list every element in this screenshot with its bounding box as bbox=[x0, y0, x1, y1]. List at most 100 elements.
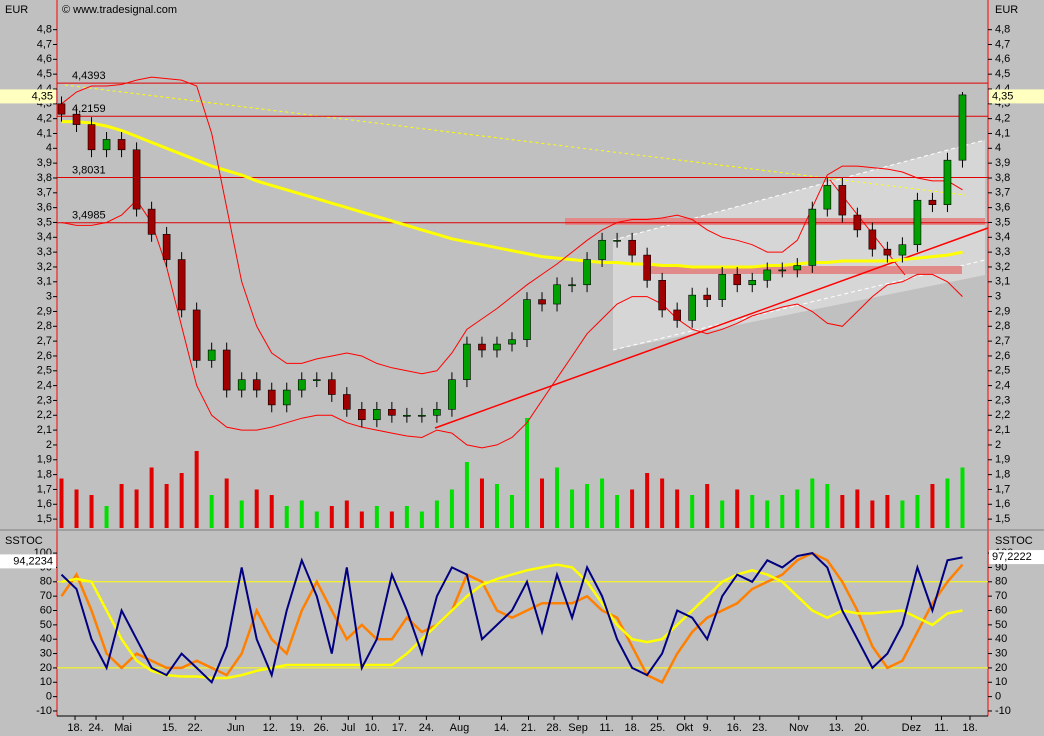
y-tick-label: 4,8 bbox=[995, 24, 1010, 36]
y-tick-label: 2,7 bbox=[37, 335, 52, 347]
y-tick-label: 70 bbox=[995, 590, 1007, 602]
volume-bar bbox=[464, 462, 469, 528]
y-tick-label: 30 bbox=[995, 647, 1007, 659]
y-tick-label: 4,5 bbox=[995, 68, 1010, 80]
candle-body bbox=[297, 379, 306, 391]
x-tick-label: 16. bbox=[727, 722, 742, 734]
y-tick-label: 3,5 bbox=[995, 216, 1010, 228]
y-tick-label: 1,8 bbox=[995, 469, 1010, 481]
candle-body bbox=[343, 394, 351, 410]
candle-body bbox=[312, 379, 321, 381]
candle-body bbox=[718, 274, 727, 300]
value-badge-label: 4,35 bbox=[992, 90, 1013, 102]
y-tick-label: 2,4 bbox=[37, 380, 52, 392]
candle-body bbox=[237, 379, 246, 391]
candle-body bbox=[898, 244, 907, 256]
volume-bar bbox=[254, 489, 259, 528]
candle-body bbox=[87, 124, 96, 151]
value-badge bbox=[989, 550, 1044, 565]
candle-body bbox=[643, 254, 651, 281]
candle-body bbox=[358, 409, 366, 421]
y-tick-label: 4,7 bbox=[37, 38, 52, 50]
y-tick-label: 40 bbox=[995, 633, 1007, 645]
candle-body bbox=[117, 139, 126, 151]
x-tick-label: 26. bbox=[314, 722, 329, 734]
y-tick-label: 4,1 bbox=[37, 127, 52, 139]
x-tick-label: Dez bbox=[902, 722, 922, 734]
volume-bar bbox=[780, 495, 785, 528]
candle-body bbox=[523, 299, 531, 340]
candle-body bbox=[598, 239, 606, 260]
trend-line bbox=[64, 84, 966, 196]
volume-bar bbox=[810, 478, 815, 528]
candle-body bbox=[823, 185, 832, 210]
y-tick-label: 3,9 bbox=[995, 157, 1010, 169]
x-tick-label: Sep bbox=[568, 722, 588, 734]
candle-body bbox=[433, 409, 441, 416]
y-tick-label: 3,1 bbox=[995, 276, 1010, 288]
y-tick-label: 2,6 bbox=[995, 350, 1010, 362]
candle-body bbox=[793, 265, 802, 271]
y-tick-label: 4,6 bbox=[995, 53, 1010, 65]
y-tick-label: 3,8 bbox=[995, 172, 1010, 184]
value-badge-label: 94,2234 bbox=[13, 555, 53, 567]
candle-body bbox=[553, 284, 561, 305]
volume-bar bbox=[479, 478, 484, 528]
source: © www.tradesignal.com bbox=[62, 4, 177, 16]
volume-bar bbox=[149, 467, 154, 528]
x-tick-label: 18. bbox=[624, 722, 639, 734]
candle-body bbox=[913, 199, 922, 246]
candle-body bbox=[928, 199, 937, 205]
volume-bar bbox=[194, 451, 199, 528]
x-tick-label: Aug bbox=[450, 722, 470, 734]
y-tick-label: 4,5 bbox=[37, 68, 52, 80]
y-tick-label: 90 bbox=[995, 561, 1007, 573]
x-tick-label: 19. bbox=[290, 722, 305, 734]
volume-bar bbox=[765, 500, 770, 528]
y-tick-label: 2 bbox=[995, 439, 1001, 451]
x-tick-label: 10. bbox=[365, 722, 380, 734]
y-tick-label: 2,3 bbox=[995, 394, 1010, 406]
x-tick-label: 28. bbox=[546, 722, 561, 734]
panel-title: SSTOC bbox=[995, 535, 1033, 547]
y-tick-label: 3,7 bbox=[37, 187, 52, 199]
volume-bar bbox=[224, 478, 229, 528]
y-tick-label: 50 bbox=[995, 619, 1007, 631]
y-tick-label: 2,5 bbox=[995, 365, 1010, 377]
y-tick-label: 3,7 bbox=[995, 187, 1010, 199]
y-tick-label: 3,6 bbox=[995, 202, 1010, 214]
candle-body bbox=[568, 284, 576, 287]
volume-bar bbox=[74, 489, 79, 528]
level-label: 3,4985 bbox=[72, 210, 106, 222]
unit-label: EUR bbox=[995, 4, 1018, 16]
y-tick-label: 1,5 bbox=[995, 513, 1010, 525]
volume-bar bbox=[945, 478, 950, 528]
y-tick-label: 3,2 bbox=[995, 261, 1010, 273]
series-line bbox=[60, 552, 963, 685]
x-tick-label: 20. bbox=[854, 722, 869, 734]
x-tick-label: Jun bbox=[227, 722, 245, 734]
y-tick-label: 3,4 bbox=[995, 231, 1010, 243]
volume-bar bbox=[645, 473, 650, 528]
candle-body bbox=[102, 139, 111, 151]
candle-body bbox=[448, 379, 456, 410]
volume-bar bbox=[179, 473, 184, 528]
candle-body bbox=[538, 299, 546, 305]
y-tick-label: 3 bbox=[46, 291, 52, 303]
candle-body bbox=[763, 269, 772, 281]
y-tick-label: 1,7 bbox=[995, 483, 1010, 495]
volume-bar bbox=[720, 500, 725, 528]
candle-body bbox=[388, 409, 396, 416]
volume-bar bbox=[555, 467, 560, 528]
y-tick-label: 4,2 bbox=[995, 113, 1010, 125]
volume-bar bbox=[389, 511, 394, 528]
x-tick-label: 9. bbox=[703, 722, 712, 734]
x-tick-label: 23. bbox=[752, 722, 767, 734]
volume-bar bbox=[359, 511, 364, 528]
y-tick-label: 2,8 bbox=[37, 320, 52, 332]
candle-body bbox=[658, 280, 666, 311]
candle-body bbox=[628, 239, 636, 256]
volume-bar bbox=[900, 500, 905, 528]
